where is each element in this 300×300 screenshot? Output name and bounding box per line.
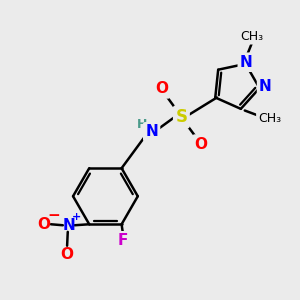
Text: S: S [176,108,188,126]
Text: −: − [48,208,61,223]
Text: N: N [145,124,158,139]
Text: N: N [62,218,75,233]
Text: N: N [240,55,253,70]
Text: +: + [71,212,81,222]
Text: N: N [259,79,272,94]
Text: CH₃: CH₃ [258,112,281,124]
Text: CH₃: CH₃ [241,30,264,43]
Text: O: O [195,136,208,152]
Text: F: F [118,233,128,248]
Text: O: O [37,217,50,232]
Text: O: O [155,81,168,96]
Text: H: H [137,118,148,131]
Text: O: O [61,247,74,262]
